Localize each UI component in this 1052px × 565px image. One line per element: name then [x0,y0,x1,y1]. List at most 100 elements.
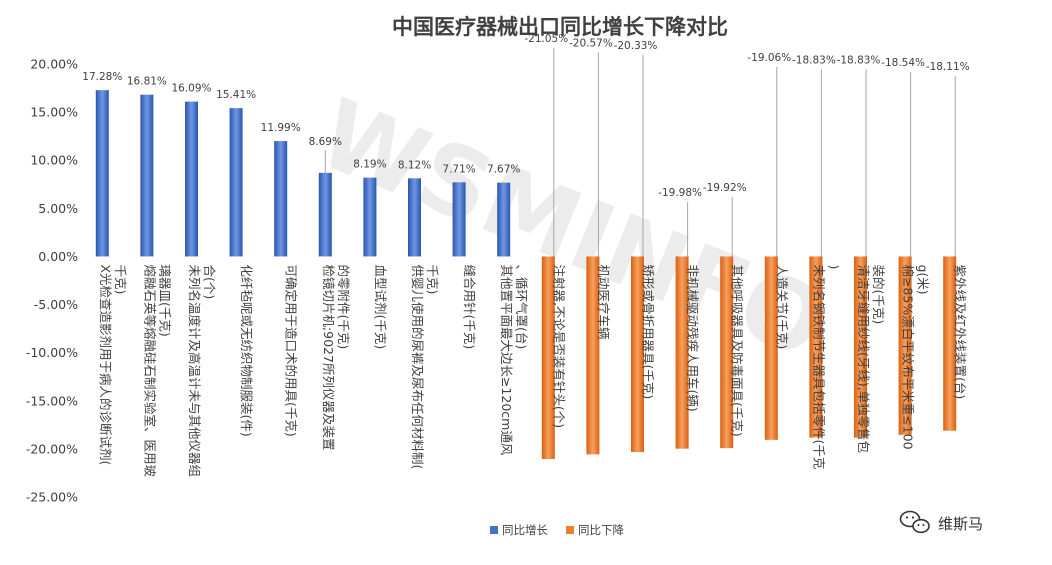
y-tick-label: -10.00% [26,345,78,360]
bar-decline [720,256,734,449]
category-label-line: 紫外线及红外线装置(台) [953,264,968,399]
data-label: 8.69% [309,136,342,148]
bar-growth [363,177,377,257]
category-label-line: 化纤毡呢或无纺织物制服装(件) [239,264,254,436]
category-label-line: 千克) [425,264,440,294]
category-labels: X光检查造影剂用于病人的诊断试剂(千克) 熔融石英等熔融硅石制实验室、医用玻 璃器皿… [98,264,968,477]
y-tick-label: 20.00% [30,57,78,72]
category-label-line: X光检查造影剂用于病人的诊断试剂( [98,264,113,465]
category-label: 棉≥85%漂白平纹布平米重≤100 g(米) [901,264,931,449]
bar-growth [408,178,421,257]
category-label-line: 熔融石英等熔融硅石制实验室、医用玻 [142,264,157,477]
category-label-line: 检镜切片机;9027所列仪器及装置 [321,264,336,450]
data-label: -20.57% [569,38,613,50]
category-label: 血型试剂(千克) [373,264,388,349]
data-label: -19.98% [658,187,702,199]
category-label: X光检查造影剂用于病人的诊断试剂(千克) [98,264,128,465]
bar-decline [675,256,689,449]
category-label-line: 人造关节(千克) [774,264,789,349]
category-label-line: 合(个) [202,264,217,299]
data-label: -21.05% [524,33,568,45]
data-label: 7.67% [487,164,520,176]
data-label: -18.83% [792,54,836,66]
data-label: 16.81% [127,76,167,88]
category-label: 清洁牙缝用纱线(牙线),单独零售包 装的(千克) [856,264,886,453]
data-label: 16.09% [171,83,211,95]
data-label: -18.11% [926,61,970,73]
category-label-line: 非机械驱动残疾人用车(辆) [685,264,700,411]
category-label-line: 未列名钢铁制节生器具包括零件(千克 [811,264,826,469]
category-label: 供婴儿使用的尿裤及尿布任何材料制(千克) [410,264,440,469]
category-label: 未列名温度计及高温计未与其他仪器组 合(个) [187,264,217,477]
y-tick-label: 5.00% [38,201,78,216]
data-label: -18.83% [837,54,881,66]
category-label: 紫外线及红外线装置(台) [953,264,968,399]
category-label-line: 璃器皿(千克) [157,264,172,336]
category-label-line: 缝合用针(千克) [462,264,477,349]
category-label-line: 装的(千克) [871,264,886,324]
bar-growth [274,141,288,257]
y-tick-label: -15.00% [26,393,78,408]
category-label: 化纤毡呢或无纺织物制服装(件) [239,264,254,436]
category-label: 人造关节(千克) [774,264,789,349]
category-label: 检镜切片机;9027所列仪器及装置 的零附件(千克) [321,264,351,450]
category-label: 非机械驱动残疾人用车(辆) [685,264,700,411]
category-label: 可确定用于造口术的用具(千克) [284,264,299,436]
data-label: 7.71% [442,163,475,175]
category-label-line: 千克) [113,264,128,294]
category-label-line: 可确定用于造口术的用具(千克) [284,264,299,436]
bar-decline [943,256,957,431]
bar-growth [452,182,466,257]
chart-title: 中国医疗器械出口同比增长下降对比 [392,15,728,39]
data-label: -19.92% [703,182,747,194]
legend: 同比增长 同比下降 [490,523,624,537]
category-label-line: 供婴儿使用的尿裤及尿布任何材料制( [410,264,425,469]
bar-growth [185,101,198,257]
category-label: 其他置平面最大边长≥120cm通风 、循环气罩(台) [499,264,529,455]
category-label-line: ) [826,264,841,269]
bar-growth [95,90,109,257]
bar-decline [764,256,778,440]
bar-decline [898,256,912,435]
category-label-line: 其他呼吸器具及防毒面具(千克) [730,264,745,436]
data-label: -20.33% [614,40,658,52]
category-label-line: 注射器,不论是否装有针头(个) [551,264,566,428]
wechat-icon [899,510,930,534]
category-label: 未列名钢铁制节生器具包括零件(千克) [811,264,841,469]
data-labels: 17.28% 16.81% 16.09% 15.41% 11.99% 8.69% 8.19%… [82,33,969,199]
category-label: 熔融石英等熔融硅石制实验室、医用玻 璃器皿(千克) [142,264,172,477]
data-label: 8.19% [353,159,386,171]
bar-growth [318,172,332,257]
data-label: 11.99% [261,122,301,134]
category-label-line: 其他置平面最大边长≥120cm通风 [499,264,514,455]
account-watermark: 维斯马 [899,510,983,534]
account-name: 维斯马 [938,515,983,533]
bar-decline [541,256,555,459]
data-label: 8.12% [398,159,431,171]
bar-growth [229,108,243,257]
y-tick-label: 0.00% [38,249,78,264]
legend-label: 同比下降 [578,523,624,537]
legend-swatch [490,526,498,534]
category-label: 机动医疗车辆 [596,264,611,339]
category-label-line: 矫形或骨折用器具(千克) [641,264,656,399]
category-label-line: g(米) [916,264,931,294]
y-tick-label: 10.00% [30,153,78,168]
category-label-line: 、循环气罩(台) [514,264,529,349]
bar-decline [631,256,644,453]
category-label-line: 机动医疗车辆 [596,264,611,339]
data-label: 15.41% [216,89,256,101]
category-label-line: 清洁牙缝用纱线(牙线),单独零售包 [856,264,871,453]
bar-decline [586,256,600,455]
bar-decline [809,256,823,438]
category-label: 矫形或骨折用器具(千克) [641,264,656,399]
y-tick-label: -25.00% [26,490,78,505]
data-label: -19.06% [747,52,791,64]
y-tick-label: -5.00% [34,297,78,312]
data-label: -18.54% [881,57,925,69]
bar-growth [497,182,511,257]
category-label-line: 的零附件(千克) [336,264,351,349]
bars [95,90,957,459]
